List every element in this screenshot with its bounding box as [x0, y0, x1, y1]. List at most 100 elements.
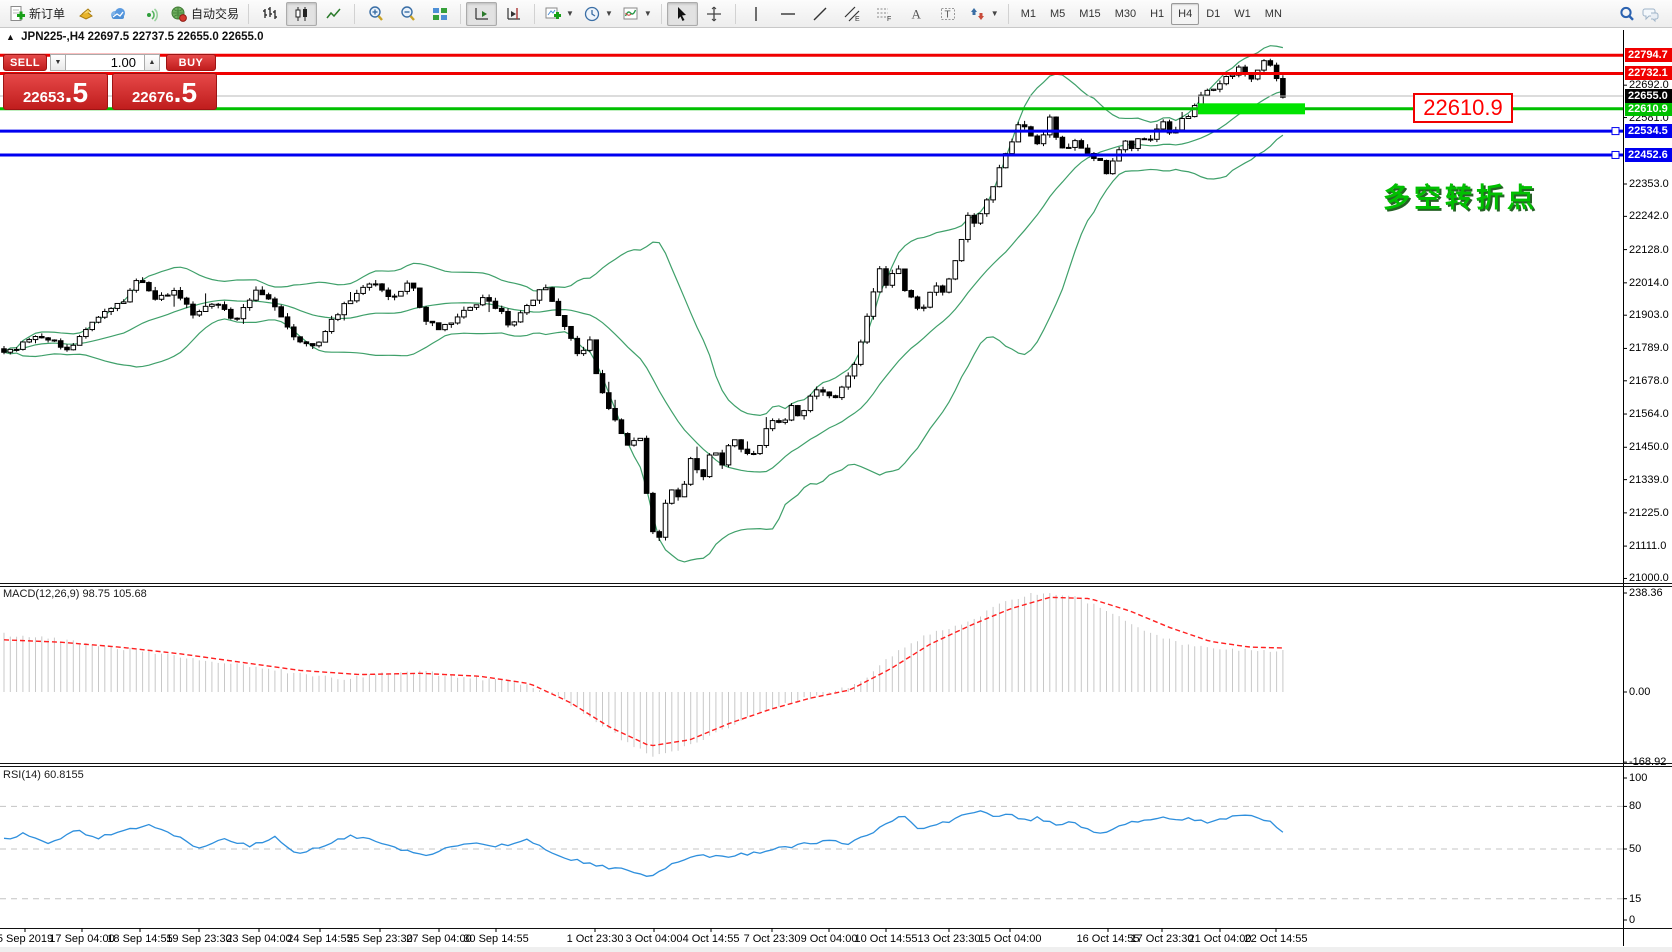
buy-price-panel[interactable]: 22676.5: [112, 73, 217, 110]
volume-increase-button[interactable]: ▲: [144, 54, 160, 71]
bollinger-lower-band: [3, 134, 1284, 563]
sell-price-panel[interactable]: 22653.5: [3, 73, 108, 110]
arrows-icon: [969, 5, 987, 23]
candles: [1, 58, 1286, 542]
price-level-callout[interactable]: 22610.9: [1413, 93, 1513, 123]
collapse-triangle-icon[interactable]: ▲: [6, 32, 15, 42]
toolbar-separator: [534, 3, 536, 24]
dropdown-caret: ▼: [566, 9, 574, 18]
timeframe-group: M1 M5 M15 M30 H1 H4 D1 W1 MN: [1014, 2, 1289, 25]
crosshair-tool-button[interactable]: [699, 2, 730, 26]
price-axis-tick: 22692.0: [1629, 79, 1669, 92]
text-label-tool-button[interactable]: T: [933, 2, 964, 26]
rsi-axis-tick: 100: [1629, 772, 1648, 784]
auto-trading-button[interactable]: 自动交易: [166, 2, 243, 26]
search-icon[interactable]: [1618, 5, 1636, 23]
price-axis-tick: 21789.0: [1629, 342, 1669, 355]
time-axis-label: 17 Oct 23:30: [1130, 933, 1194, 945]
time-axis-label: 18 Sep 14:55: [107, 933, 173, 945]
rsi-axis-tick: 80: [1629, 800, 1642, 813]
line-drag-handle[interactable]: [1611, 150, 1620, 159]
clock-icon: [583, 5, 601, 23]
buy-price-frac: .5: [173, 77, 198, 108]
text-icon: A: [907, 5, 925, 23]
timeframe-D1[interactable]: D1: [1206, 7, 1221, 20]
timeframe-M30[interactable]: M30: [1114, 7, 1137, 20]
chart-symbol-title: ▲ JPN225-,H4 22697.5 22737.5 22655.0 226…: [6, 31, 264, 43]
arrows-tool-button[interactable]: ▼: [965, 2, 1003, 26]
macd-axis-tick: 0.00: [1629, 686, 1651, 698]
svg-text:A: A: [912, 6, 922, 21]
vertical-line-tool-button[interactable]: [741, 2, 772, 26]
volume-decrease-button[interactable]: ▼: [50, 54, 66, 71]
timeframe-MN[interactable]: MN: [1264, 7, 1282, 20]
toolbar: 新订单 自动交易: [0, 0, 1672, 28]
rsi-axis-tick: 0: [1629, 914, 1636, 926]
tile-windows-button[interactable]: [424, 2, 455, 26]
new-chart-icon: [544, 5, 562, 23]
candlestick-chart-icon: [293, 5, 311, 23]
indicators-button[interactable]: ▼: [618, 2, 656, 26]
price-axis-tick: 22242.0: [1629, 210, 1669, 223]
new-order-label: 新订单: [29, 7, 66, 21]
timeframe-M1[interactable]: M1: [1020, 7, 1036, 20]
price-axis-tick: 21000.0: [1629, 572, 1669, 585]
chart-shift-button[interactable]: [498, 2, 529, 26]
price-axis-tick: 21111.0: [1629, 540, 1667, 553]
signals-button[interactable]: [134, 2, 165, 26]
history-center-button[interactable]: [70, 2, 101, 26]
text-tool-button[interactable]: A: [901, 2, 932, 26]
horizontal-line-tool-button[interactable]: [773, 2, 804, 26]
timeframe-H4[interactable]: H4: [1171, 2, 1200, 25]
price-axis-tick: 22014.0: [1629, 276, 1669, 289]
bollinger-upper-band: [3, 45, 1284, 417]
svg-text:E: E: [855, 16, 860, 23]
buy-button-label: BUY: [178, 56, 204, 69]
trendline-icon: [811, 5, 829, 23]
cursor-tool-button[interactable]: [666, 1, 698, 26]
zoom-in-button[interactable]: [360, 2, 391, 26]
buy-button[interactable]: BUY: [166, 54, 216, 71]
chart-annotation-text: 多空转折点: [1383, 183, 1538, 213]
tile-windows-icon: [431, 5, 449, 23]
time-axis-label: 10 Oct 14:55: [854, 933, 918, 945]
line-chart-button[interactable]: [318, 2, 349, 26]
sell-button[interactable]: SELL: [3, 54, 47, 71]
auto-scroll-button[interactable]: [466, 1, 498, 26]
fibonacci-tool-button[interactable]: F: [869, 2, 900, 26]
zoom-out-button[interactable]: [392, 2, 423, 26]
time-axis-label: 16 Oct 14:55: [1076, 933, 1140, 945]
price-axis-tick: 22353.0: [1629, 178, 1669, 190]
auto-scroll-icon: [473, 5, 491, 23]
timeframe-M5[interactable]: M5: [1050, 7, 1066, 20]
chat-icon[interactable]: [1642, 5, 1660, 23]
rsi-axis-tick: 15: [1629, 892, 1642, 905]
candlestick-chart-button[interactable]: [286, 1, 318, 26]
timeframe-M15[interactable]: M15: [1079, 7, 1101, 20]
time-axis-label: 30 Sep 14:55: [463, 933, 529, 945]
macd-pane-label: MACD(12,26,9) 98.75 105.68: [3, 588, 147, 600]
vertical-line-icon: [747, 5, 765, 23]
new-chart-button[interactable]: ▼: [540, 2, 578, 26]
periods-button[interactable]: ▼: [579, 2, 617, 26]
trendline-tool-button[interactable]: [805, 2, 836, 26]
market-watch-button[interactable]: [102, 2, 133, 26]
volume-input[interactable]: [66, 54, 144, 71]
macd-axis-tick: 238.36: [1629, 587, 1663, 599]
macd-axis-tick: -168.92: [1629, 756, 1667, 769]
time-axis-label: 3 Oct 04:00: [625, 933, 683, 945]
new-order-button[interactable]: 新订单: [4, 2, 69, 26]
timeframe-W1[interactable]: W1: [1234, 7, 1251, 20]
crosshair-icon: [705, 5, 723, 23]
rsi-name: RSI(14): [3, 769, 41, 781]
toolbar-separator: [1007, 3, 1009, 24]
bar-chart-button[interactable]: [254, 2, 285, 26]
gold-stack-icon: [77, 5, 95, 23]
timeframe-H1[interactable]: H1: [1150, 7, 1165, 20]
sell-price-int: 22653: [22, 89, 65, 106]
equidistant-channel-tool-button[interactable]: E: [837, 2, 868, 26]
price-line-label: 22610.9: [1625, 101, 1672, 116]
time-axis-label: 9 Oct 04:00: [800, 933, 858, 945]
line-drag-handle[interactable]: [1611, 127, 1620, 136]
